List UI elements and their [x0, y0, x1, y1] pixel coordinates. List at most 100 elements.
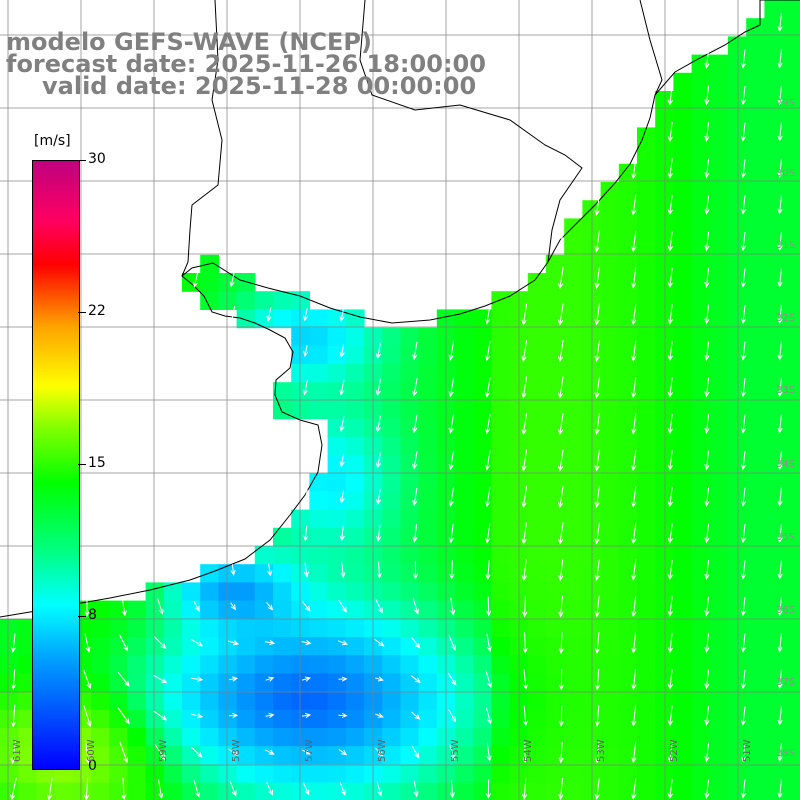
wind-speed-cell [345, 382, 365, 401]
wind-speed-cell [746, 291, 765, 310]
wind-arrow [740, 341, 747, 361]
wind-speed-cell [746, 746, 765, 765]
wind-speed-cell [782, 36, 800, 56]
wind-speed-cell [709, 418, 729, 438]
wind-arrow [448, 487, 454, 507]
wind-arrow [337, 640, 349, 646]
wind-speed-cell [382, 546, 401, 565]
wind-speed-cell [254, 673, 274, 693]
wind-speed-cell [18, 782, 37, 800]
wind-speed-cell [254, 618, 274, 638]
wind-speed-cell [564, 291, 583, 310]
wind-arrow [667, 669, 674, 690]
wind-speed-cell [782, 673, 800, 693]
wind-speed-cell [564, 709, 583, 729]
wind-speed-cell [709, 746, 729, 765]
wind-speed-cell [782, 400, 800, 420]
wind-speed-cell [254, 637, 274, 656]
wind-speed-cell [673, 564, 693, 583]
wind-speed-cell [782, 218, 800, 238]
wind-speed-cell [345, 327, 365, 347]
latitude-label: 30S [776, 168, 796, 179]
wind-speed-cell [218, 746, 238, 765]
wind-speed-cell [418, 345, 438, 365]
wind-speed-cell [691, 527, 711, 547]
wind-speed-cell [254, 600, 274, 620]
wind-speed-cell [728, 691, 747, 711]
wind-speed-cell [637, 436, 656, 456]
wind-arrow [667, 450, 673, 471]
wind-speed-cell [728, 600, 747, 620]
wind-speed-cell [746, 309, 765, 329]
wind-speed-cell [491, 728, 511, 747]
wind-speed-cell [764, 127, 784, 147]
wind-arrow [412, 598, 420, 615]
wind-speed-cell [709, 127, 729, 147]
wind-arrow [558, 668, 565, 691]
wind-speed-cell [236, 600, 256, 620]
valid-date: valid date: 2025-11-28 00:00:00 [42, 72, 477, 100]
wind-arrow [340, 561, 346, 579]
wind-speed-cell [618, 655, 638, 674]
wind-speed-cell [764, 163, 784, 183]
colorbar-tickmark [78, 464, 86, 465]
wind-speed-cell [746, 364, 765, 383]
wind-speed-cell [327, 345, 347, 365]
wind-arrow [777, 560, 783, 580]
wind-speed-cell [618, 327, 638, 347]
wind-speed-cell [782, 364, 800, 383]
wind-arrow [521, 339, 528, 363]
wind-arrow [777, 12, 783, 33]
wind-speed-cell [382, 746, 401, 765]
wind-arrow [303, 525, 309, 542]
wind-speed-cell [455, 673, 474, 693]
wind-speed-cell [145, 618, 165, 638]
wind-arrow [558, 522, 564, 545]
wind-arrow [411, 636, 421, 649]
wind-speed-cell [764, 400, 784, 420]
wind-speed-cell [637, 637, 656, 656]
wind-speed-cell [400, 527, 420, 547]
wind-arrow [157, 598, 164, 615]
wind-speed-cell [764, 436, 784, 456]
wind-speed-cell [600, 618, 620, 638]
wind-speed-cell [618, 782, 638, 800]
wind-speed-cell [600, 400, 620, 420]
wind-speed-cell [764, 746, 784, 765]
wind-speed-cell [691, 382, 711, 401]
wind-arrow [375, 378, 381, 397]
wind-speed-cell [109, 764, 128, 784]
wind-speed-cell [673, 637, 693, 656]
wind-speed-cell [618, 400, 638, 420]
wind-speed-cell [782, 345, 800, 365]
wind-speed-cell [345, 400, 365, 420]
wind-speed-cell [764, 618, 784, 638]
wind-arrow [777, 85, 783, 106]
wind-speed-cell [618, 436, 638, 456]
wind-arrow [704, 414, 710, 434]
wind-arrow [740, 450, 747, 471]
wind-speed-cell [291, 291, 310, 310]
wind-speed-cell [728, 418, 747, 438]
wind-speed-cell [291, 527, 310, 547]
wind-arrow [740, 633, 747, 653]
wind-speed-cell [236, 691, 256, 711]
wind-speed-cell [691, 728, 711, 747]
wind-speed-cell [127, 728, 147, 747]
wind-speed-cell [782, 709, 800, 729]
wind-arrow [522, 632, 528, 654]
wind-speed-cell [418, 382, 438, 401]
wind-arrow [190, 638, 204, 647]
wind-speed-cell [455, 418, 474, 438]
wind-speed-cell [764, 309, 784, 329]
wind-arrow [522, 669, 529, 690]
wind-speed-cell [109, 728, 128, 747]
wind-speed-cell [491, 782, 511, 800]
wind-speed-cell [600, 418, 620, 438]
wind-speed-cell [455, 546, 474, 565]
wind-arrow [265, 712, 275, 719]
wind-speed-cell [728, 436, 747, 456]
wind-speed-cell [182, 782, 201, 800]
wind-speed-cell [691, 618, 711, 638]
wind-speed-cell [218, 637, 238, 656]
